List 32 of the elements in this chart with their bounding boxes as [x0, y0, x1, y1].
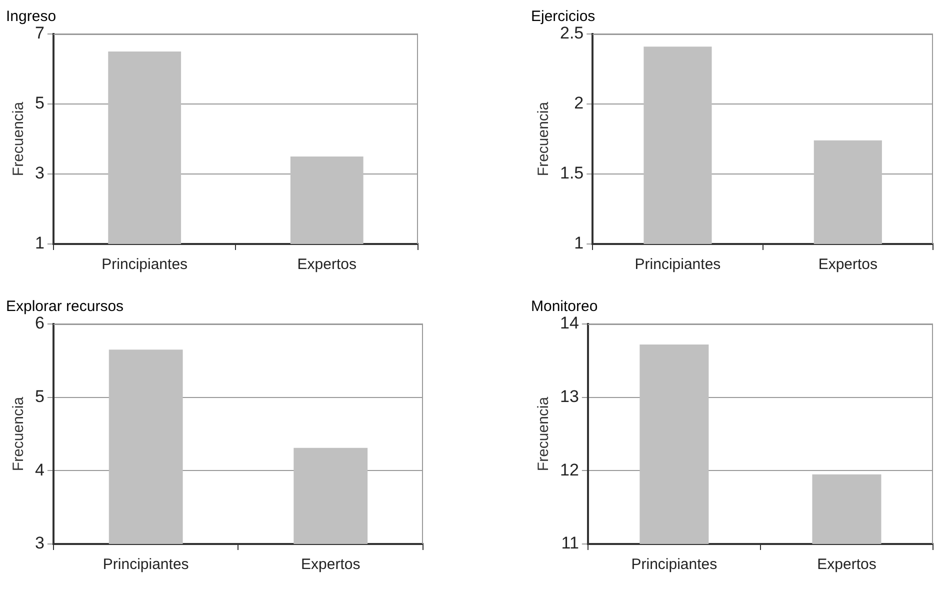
y-tick-label: 1	[574, 234, 584, 253]
y-axis-title: Frecuencia	[10, 101, 28, 176]
y-tick-label: 5	[34, 94, 44, 113]
x-tick-label: Principiantes	[102, 256, 188, 274]
y-tick-label: 7	[34, 24, 44, 43]
y-tick-label: 3	[34, 534, 44, 553]
x-tick-label: Principiantes	[634, 256, 721, 274]
y-axis-title: Frecuencia	[535, 101, 552, 176]
y-tick-label: 13	[560, 387, 579, 406]
y-tick-label: 3	[34, 164, 44, 183]
y-tick-label: 5	[34, 387, 44, 406]
y-axis-title: Frecuencia	[535, 396, 552, 472]
y-tick-label: 4	[34, 460, 44, 480]
y-tick-label: 2	[574, 94, 584, 113]
chart-title: Explorar recursos	[6, 298, 124, 316]
chart-title: Ingreso	[6, 8, 56, 26]
x-tick-label: Expertos	[817, 556, 876, 574]
y-tick-label: 14	[560, 314, 579, 333]
y-tick-label: 6	[34, 314, 44, 333]
x-tick-label: Expertos	[301, 556, 360, 574]
y-tick-label: 1.5	[560, 164, 584, 183]
x-tick-label: Principiantes	[102, 556, 189, 574]
y-tick-label: 1	[34, 234, 44, 253]
y-tick-label: 2.5	[560, 24, 584, 43]
x-tick-label: Expertos	[297, 256, 356, 274]
y-axis-title: Frecuencia	[10, 396, 28, 472]
y-tick-label: 11	[561, 534, 579, 553]
y-tick-label: 12	[560, 460, 579, 480]
chart-title: Ejercicios	[531, 8, 596, 26]
chart-title: Monitoreo	[531, 298, 598, 316]
x-tick-label: Principiantes	[631, 556, 718, 574]
x-tick-label: Expertos	[818, 256, 878, 274]
